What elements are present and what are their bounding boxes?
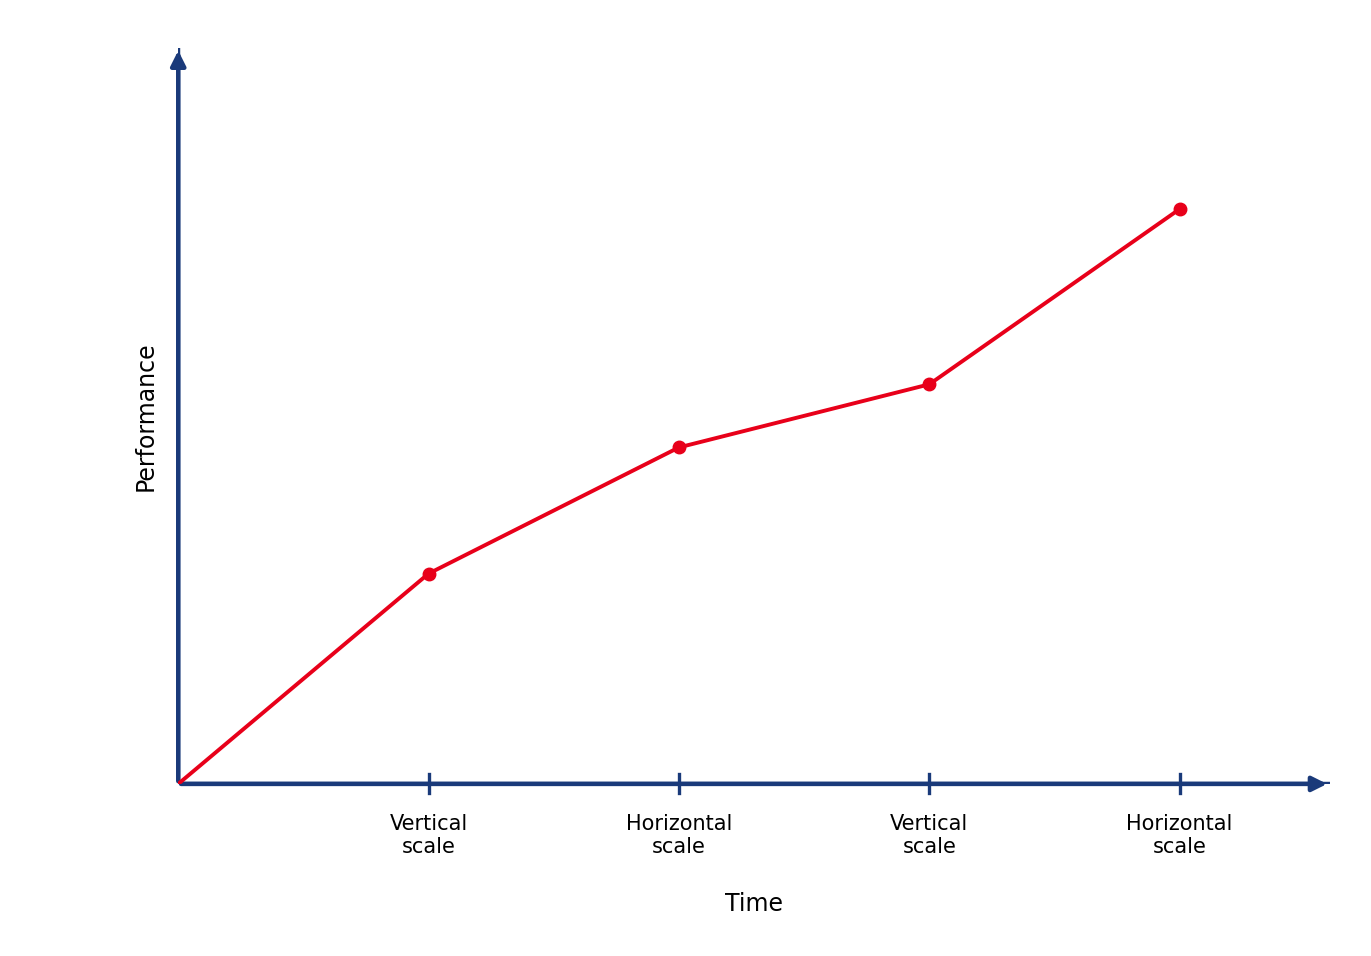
- Y-axis label: Performance: Performance: [133, 341, 158, 490]
- X-axis label: Time: Time: [725, 892, 783, 916]
